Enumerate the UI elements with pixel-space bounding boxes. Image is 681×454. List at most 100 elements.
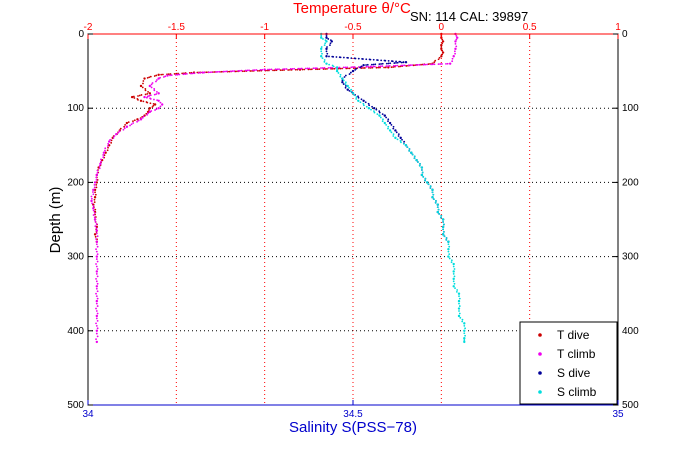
data-point <box>379 116 382 119</box>
data-point <box>335 69 339 73</box>
bottom-tick-label: 35 <box>612 409 624 420</box>
data-point <box>276 68 279 71</box>
data-point <box>95 280 98 283</box>
data-point <box>344 85 347 87</box>
data-point <box>458 305 461 307</box>
data-point <box>130 123 133 126</box>
data-point <box>323 60 326 63</box>
data-point <box>144 93 147 96</box>
data-point <box>364 101 367 104</box>
data-point <box>403 140 406 143</box>
data-point <box>397 135 400 137</box>
data-point <box>95 232 98 235</box>
data-point <box>385 65 388 67</box>
data-point <box>94 191 96 194</box>
data-point <box>392 133 395 136</box>
data-point <box>132 120 134 123</box>
data-point <box>95 176 98 179</box>
data-point <box>320 36 323 39</box>
data-point <box>95 322 97 325</box>
data-point <box>142 115 145 118</box>
data-point <box>130 95 134 99</box>
data-point <box>94 213 96 216</box>
data-point <box>447 247 450 251</box>
data-point <box>95 332 98 335</box>
data-point <box>447 250 450 253</box>
data-point <box>396 61 399 64</box>
data-point <box>329 42 332 45</box>
data-point <box>96 253 99 256</box>
left-tick-label: 500 <box>67 400 84 411</box>
data-point <box>151 82 154 84</box>
data-point <box>455 38 458 41</box>
data-point <box>104 151 107 154</box>
data-point <box>441 225 445 229</box>
data-point <box>399 60 402 63</box>
data-point <box>146 113 149 116</box>
data-point <box>375 108 378 111</box>
data-point <box>378 111 381 114</box>
data-point <box>351 92 355 95</box>
data-point <box>427 183 430 186</box>
data-point <box>159 101 162 104</box>
data-point <box>109 138 112 141</box>
series-t-climb <box>90 32 459 344</box>
data-point <box>382 118 384 121</box>
data-point <box>442 228 444 231</box>
data-point <box>159 105 162 108</box>
data-point <box>148 94 151 97</box>
data-point <box>403 64 406 67</box>
data-point <box>259 68 262 71</box>
data-point <box>341 67 344 70</box>
data-point <box>401 138 403 141</box>
data-point <box>91 202 94 205</box>
data-point <box>353 66 356 68</box>
data-point <box>348 73 351 75</box>
data-point <box>90 197 93 200</box>
data-point <box>395 60 397 63</box>
data-point <box>349 71 352 74</box>
data-point <box>452 270 455 273</box>
data-point <box>102 151 106 154</box>
data-point <box>396 64 399 67</box>
data-point <box>337 72 340 74</box>
data-point <box>303 68 306 71</box>
bottom-tick-label: 34 <box>82 409 94 420</box>
left-tick-label: 200 <box>67 177 84 188</box>
data-point <box>381 65 384 68</box>
data-point <box>107 146 109 149</box>
data-point <box>373 110 375 113</box>
data-point <box>326 52 329 55</box>
data-point <box>436 203 439 206</box>
data-point <box>353 94 356 97</box>
data-point <box>211 71 213 74</box>
data-point <box>142 100 145 103</box>
data-point <box>378 114 381 117</box>
data-point <box>92 204 95 207</box>
data-point <box>437 208 440 211</box>
legend: T dive T climb S dive S climb <box>519 321 618 405</box>
data-point <box>92 214 95 216</box>
data-point <box>344 83 347 85</box>
data-point <box>327 66 330 69</box>
data-point <box>387 118 390 121</box>
legend-marker <box>538 371 542 375</box>
data-point <box>344 74 347 77</box>
data-point <box>95 227 98 230</box>
data-point <box>448 253 451 256</box>
data-point <box>457 307 461 310</box>
data-point <box>448 257 451 260</box>
data-point <box>141 116 144 119</box>
data-point <box>339 75 342 78</box>
data-point <box>209 71 212 74</box>
legend-label: S climb <box>557 385 597 399</box>
data-point <box>95 181 99 184</box>
data-point <box>93 233 97 236</box>
data-point <box>263 68 266 71</box>
data-point <box>409 64 412 67</box>
data-point <box>119 127 122 130</box>
data-point <box>106 149 109 152</box>
data-point <box>459 316 462 319</box>
data-point <box>90 195 93 198</box>
data-point <box>323 44 326 47</box>
